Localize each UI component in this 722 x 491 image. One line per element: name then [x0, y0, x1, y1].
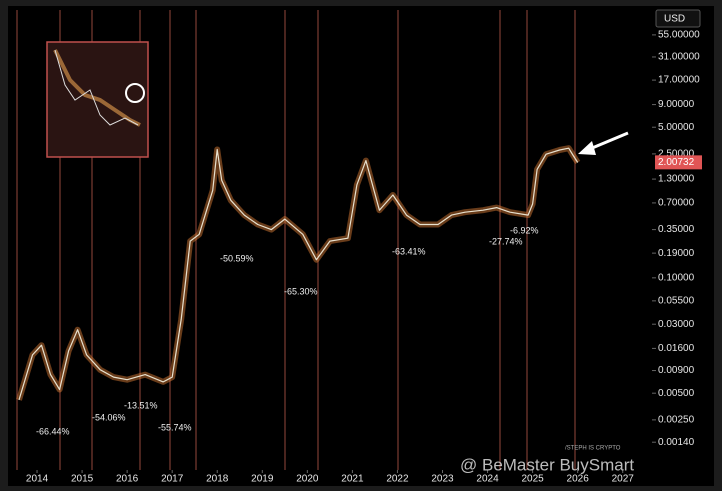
y-tick-label: 17.00000	[658, 75, 700, 86]
x-tick-label: 2016	[116, 474, 139, 485]
drawdown-label: -6.92%	[510, 225, 539, 235]
last-price-label: 2.00732	[658, 157, 695, 168]
y-tick-label: 0.00900	[658, 365, 695, 376]
y-tick-label: 0.00500	[658, 388, 695, 399]
credit: /STEPH IS CRYPTO	[565, 446, 621, 452]
drawdown-label: -13.51%	[124, 400, 158, 410]
watermark: @ BeMaster BuySmart	[460, 455, 634, 474]
y-tick-label: 0.01600	[658, 343, 695, 354]
x-tick-label: 2015	[71, 474, 94, 485]
price-line	[18, 147, 579, 401]
drawdown-label: -55.74%	[158, 422, 192, 432]
inset	[46, 41, 149, 158]
x-tick-label: 2019	[251, 474, 274, 485]
currency-selector[interactable]	[655, 9, 701, 28]
x-tick-label: 2020	[296, 474, 319, 485]
x-tick-label: 2014	[26, 474, 49, 485]
x-tick-label: 2022	[386, 474, 409, 485]
drawdown-label: -50.59%	[220, 253, 254, 263]
arrow-head	[578, 141, 596, 155]
drawdown-label: -54.06%	[92, 412, 126, 422]
x-tick-label: 2024	[476, 474, 499, 485]
drawdown-label: -63.41%	[392, 246, 426, 256]
y-tick-label: 0.00140	[658, 437, 695, 448]
y-tick-label: 0.70000	[658, 198, 695, 209]
currency[interactable]: USD	[664, 14, 685, 25]
x-tick-label: 2021	[341, 474, 364, 485]
y-tick-label: 31.00000	[658, 52, 700, 63]
x-tick-label: 2018	[206, 474, 229, 485]
drawdown-label: -66.44%	[36, 426, 70, 436]
y-tick-label: 55.00000	[658, 30, 700, 41]
y-tick-label: 0.19000	[658, 248, 695, 259]
y-tick-label: 2.50000	[658, 149, 695, 160]
last-price-box	[655, 155, 702, 170]
x-tick-label: 2023	[431, 474, 454, 485]
y-tick-label: 0.05500	[658, 296, 695, 307]
y-tick-label: 0.10000	[658, 272, 695, 283]
drawdown-label: -65.30%	[284, 286, 318, 296]
y-tick-label: 0.00250	[658, 415, 695, 426]
x-tick-label: 2027	[612, 474, 635, 485]
y-tick-label: 1.30000	[658, 174, 695, 185]
x-tick-label: 2026	[567, 474, 590, 485]
drawdown-label: -27.74%	[489, 236, 523, 246]
x-tick-label: 2025	[521, 474, 544, 485]
y-tick-label: 5.00000	[658, 122, 695, 133]
y-tick-label: 9.00000	[658, 99, 695, 110]
y-tick-label: 0.35000	[658, 224, 695, 235]
y-tick-label: 0.03000	[658, 319, 695, 330]
x-tick-label: 2017	[161, 474, 184, 485]
